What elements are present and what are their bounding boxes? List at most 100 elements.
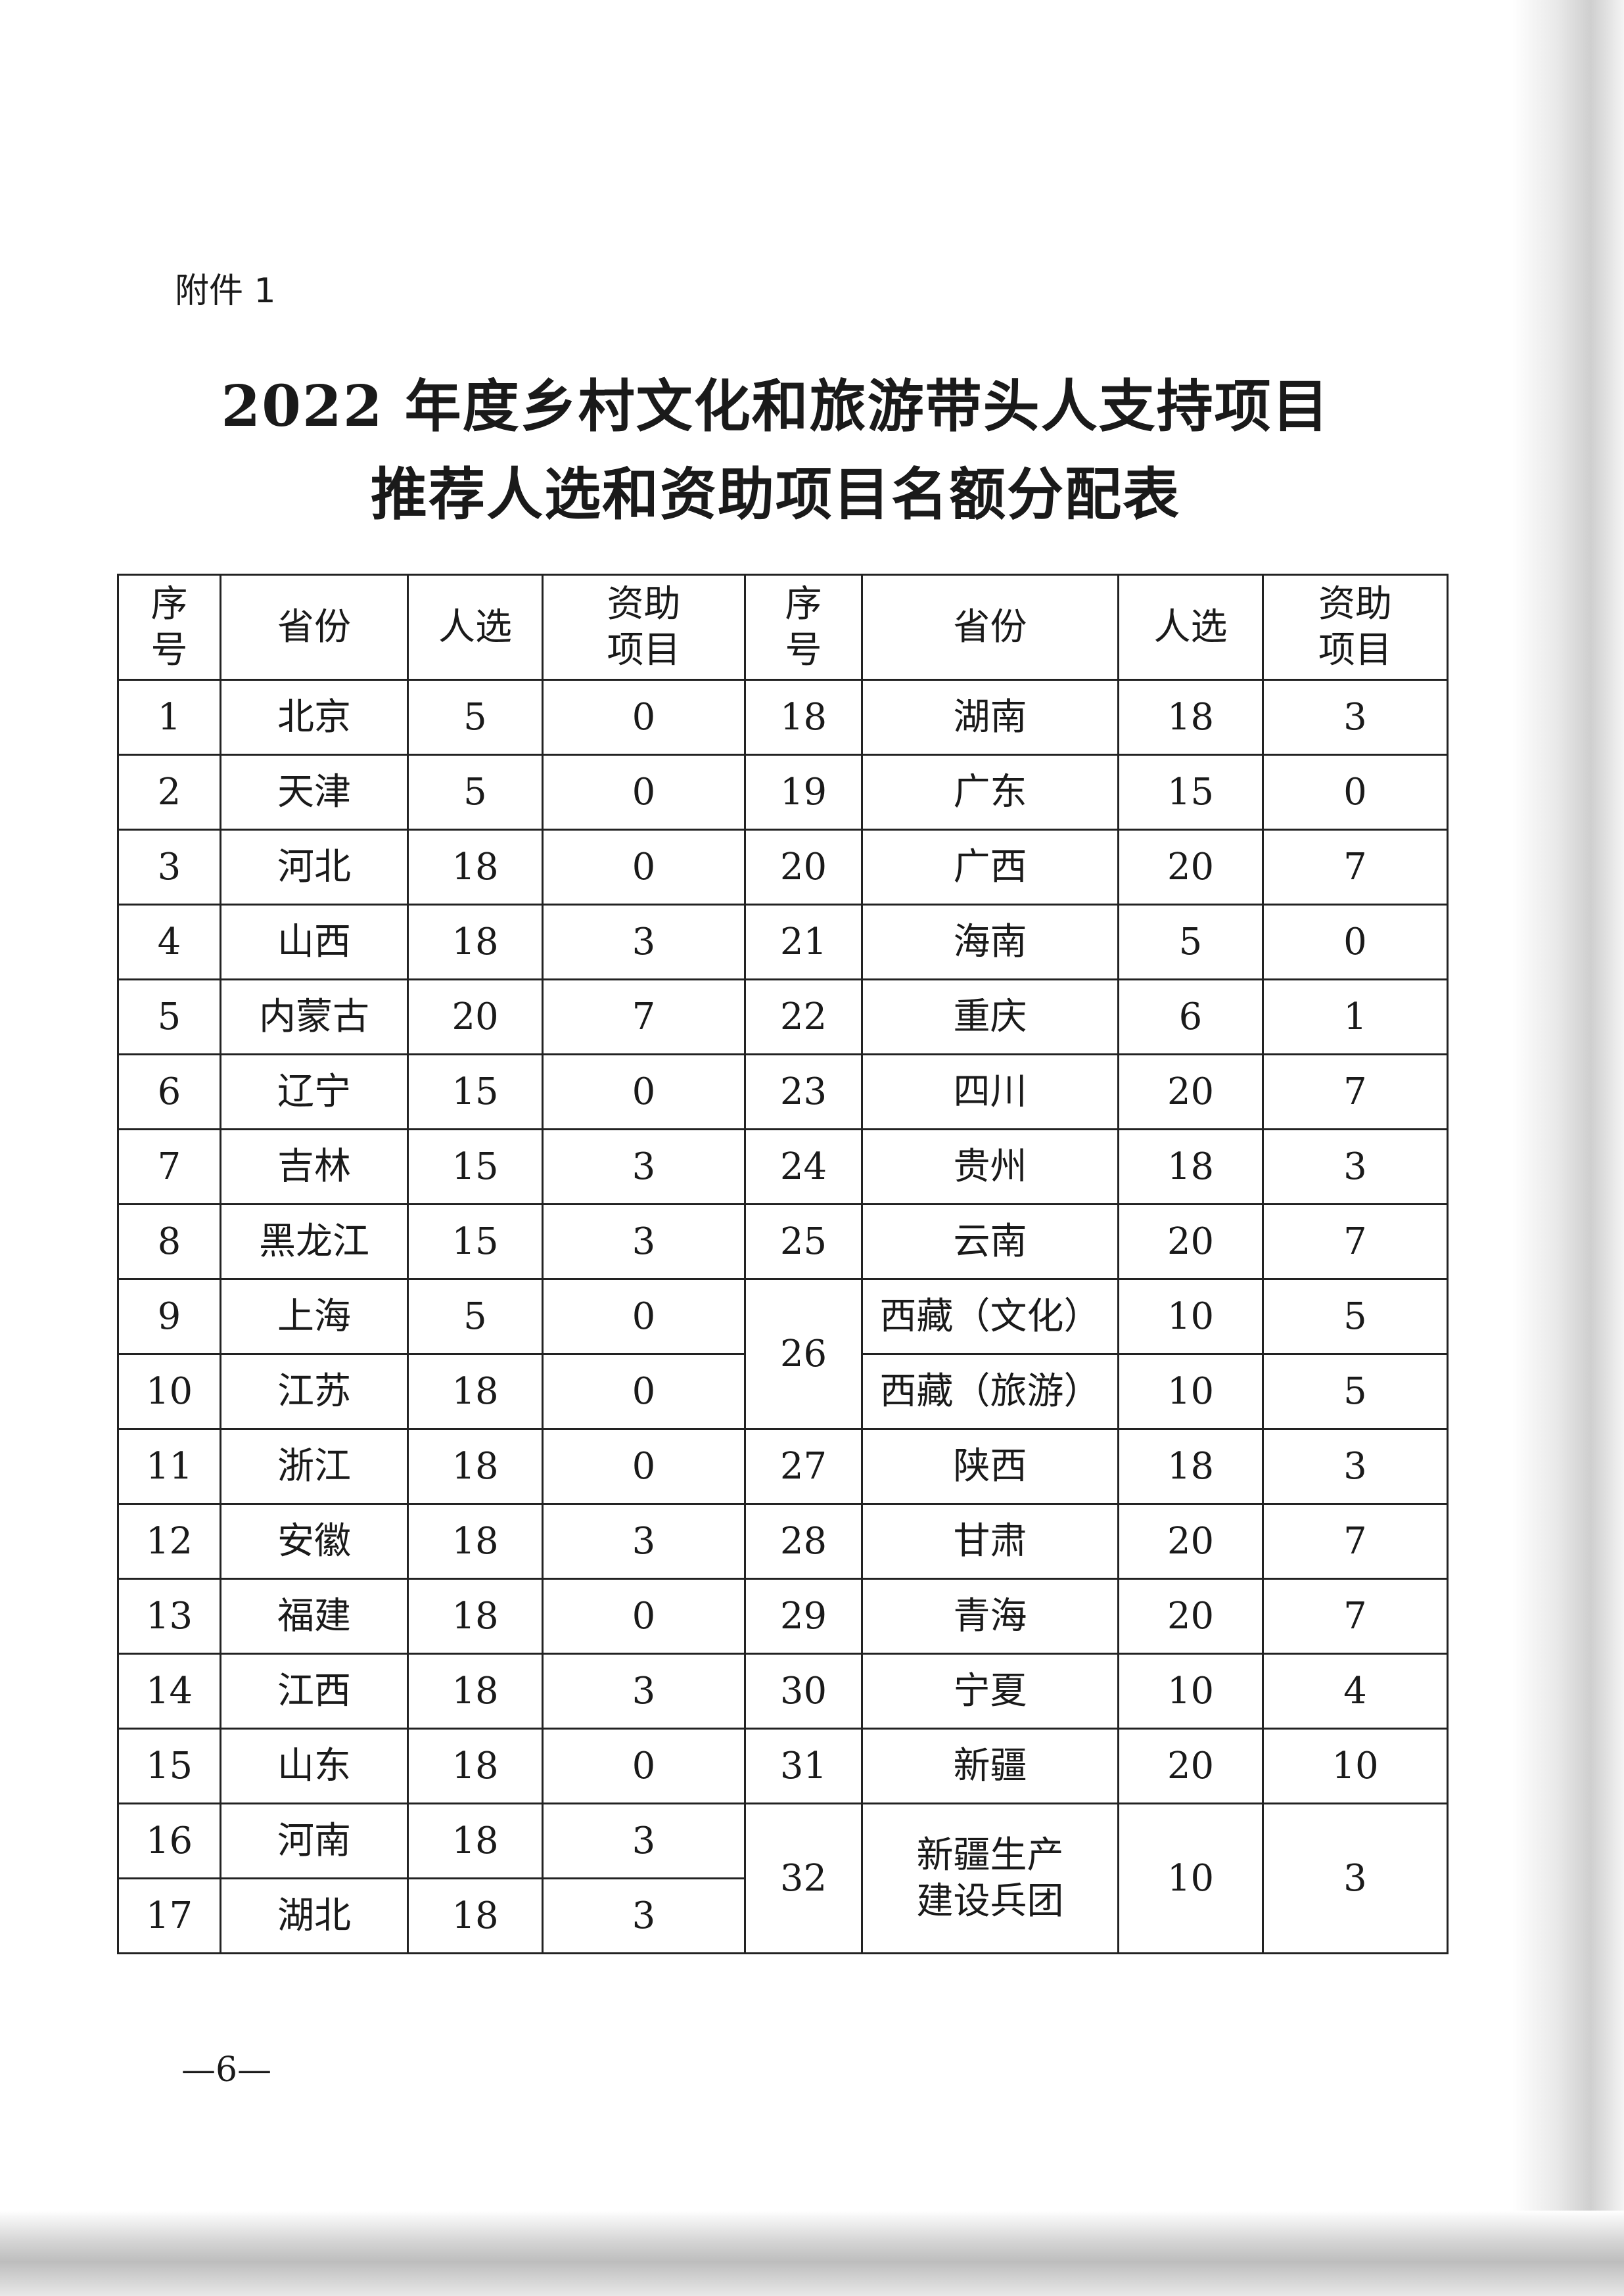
province-cell: 河北 xyxy=(220,829,409,906)
province-cell: 福建 xyxy=(220,1578,409,1655)
province-cell: 河南 xyxy=(220,1802,409,1879)
candidates-cell: 18 xyxy=(407,904,544,980)
candidates-cell: 20 xyxy=(1117,1728,1264,1804)
funded-cell: 0 xyxy=(542,1578,746,1655)
candidates-cell: 10 xyxy=(1117,1278,1264,1355)
candidates-cell: 10 xyxy=(1117,1802,1264,1954)
candidates-cell: 18 xyxy=(1117,1128,1264,1205)
seq-cell: 11 xyxy=(117,1428,221,1505)
scan-edge-bottom xyxy=(0,2211,1624,2296)
funded-cell: 0 xyxy=(542,1353,746,1430)
province-cell: 青海 xyxy=(861,1578,1119,1655)
candidates-cell: 20 xyxy=(1117,1053,1264,1130)
candidates-cell: 18 xyxy=(1117,679,1264,756)
header-candidates: 人选 xyxy=(1117,574,1264,681)
table-row: 17 湖北 18 3 xyxy=(117,1877,1448,1954)
seq-cell: 12 xyxy=(117,1503,221,1580)
funded-cell: 0 xyxy=(542,754,746,831)
province-cell: 江西 xyxy=(220,1653,409,1730)
title-line-2: 推荐人选和资助项目名额分配表 xyxy=(371,461,1180,528)
funded-cell: 5 xyxy=(1262,1353,1449,1430)
header-funded: 资助项目 xyxy=(1262,574,1449,681)
province-cell: 江苏 xyxy=(220,1353,409,1430)
header-row: 序号 省份 人选 资助项目 序号 省份 人选 资助项目 xyxy=(117,574,1449,681)
seq-cell: 23 xyxy=(744,1053,863,1130)
funded-cell: 3 xyxy=(542,1203,746,1280)
province-cell: 黑龙江 xyxy=(220,1203,409,1280)
candidates-cell: 18 xyxy=(407,1877,544,1954)
funded-cell: 3 xyxy=(1262,1128,1449,1205)
funded-cell: 10 xyxy=(1262,1728,1449,1804)
province-cell: 安徽 xyxy=(220,1503,409,1580)
seq-cell: 10 xyxy=(117,1353,221,1430)
funded-cell: 0 xyxy=(1262,754,1449,831)
seq-cell: 31 xyxy=(744,1728,863,1804)
attachment-label: 附件 1 xyxy=(175,271,276,311)
seq-cell: 20 xyxy=(744,829,863,906)
table-row: 13 福建 18 0 29 青海 20 7 xyxy=(117,1578,1449,1655)
candidates-cell: 18 xyxy=(1117,1428,1264,1505)
table-row: 11 浙江 18 0 27 陕西 18 3 xyxy=(117,1428,1449,1505)
province-cell: 西藏（旅游） xyxy=(861,1353,1119,1430)
candidates-cell: 18 xyxy=(407,1802,544,1879)
candidates-cell: 15 xyxy=(407,1053,544,1130)
province-cell: 云南 xyxy=(861,1203,1119,1280)
seq-cell: 14 xyxy=(117,1653,221,1730)
province-cell: 湖北 xyxy=(220,1877,409,1954)
funded-cell: 3 xyxy=(542,1653,746,1730)
province-cell: 陕西 xyxy=(861,1428,1119,1505)
seq-cell: 4 xyxy=(117,904,221,980)
candidates-cell: 5 xyxy=(407,679,544,756)
funded-cell: 0 xyxy=(1262,904,1449,980)
table-row: 6 辽宁 15 0 23 四川 20 7 xyxy=(117,1053,1449,1130)
province-cell: 四川 xyxy=(861,1053,1119,1130)
candidates-cell: 5 xyxy=(1117,904,1264,980)
funded-cell: 0 xyxy=(542,1428,746,1505)
province-cell: 新疆 xyxy=(861,1728,1119,1804)
province-cell: 山东 xyxy=(220,1728,409,1804)
scan-edge-right xyxy=(1512,0,1624,2296)
candidates-cell: 20 xyxy=(1117,1203,1264,1280)
table-row: 15 山东 18 0 31 新疆 20 10 xyxy=(117,1728,1449,1804)
province-cell: 浙江 xyxy=(220,1428,409,1505)
seq-cell: 27 xyxy=(744,1428,863,1505)
seq-cell: 28 xyxy=(744,1503,863,1580)
table-row: 1 北京 5 0 18 湖南 18 3 xyxy=(117,679,1449,756)
province-cell: 湖南 xyxy=(861,679,1119,756)
funded-cell: 0 xyxy=(542,679,746,756)
header-province: 省份 xyxy=(861,574,1119,681)
province-cell: 内蒙古 xyxy=(220,978,409,1055)
seq-cell: 15 xyxy=(117,1728,221,1804)
seq-cell: 8 xyxy=(117,1203,221,1280)
table-row: 16 河南 18 3 32 新疆生产建设兵团 10 3 xyxy=(117,1802,1449,1954)
province-cell: 重庆 xyxy=(861,978,1119,1055)
funded-cell: 3 xyxy=(542,904,746,980)
table-row: 14 江西 18 3 30 宁夏 10 4 xyxy=(117,1653,1449,1730)
seq-cell: 29 xyxy=(744,1578,863,1655)
candidates-cell: 18 xyxy=(407,829,544,906)
funded-cell: 1 xyxy=(1262,978,1449,1055)
funded-cell: 7 xyxy=(542,978,746,1055)
header-seq: 序号 xyxy=(744,574,863,681)
province-cell: 新疆生产建设兵团 xyxy=(861,1802,1119,1954)
candidates-cell: 15 xyxy=(407,1203,544,1280)
funded-cell: 0 xyxy=(542,829,746,906)
funded-cell: 0 xyxy=(542,1053,746,1130)
header-seq: 序号 xyxy=(117,574,221,681)
table-row: 8 黑龙江 15 3 25 云南 20 7 xyxy=(117,1203,1449,1280)
province-cell: 贵州 xyxy=(861,1128,1119,1205)
seq-cell: 3 xyxy=(117,829,221,906)
candidates-cell: 15 xyxy=(407,1128,544,1205)
seq-cell: 17 xyxy=(117,1877,221,1954)
funded-cell: 3 xyxy=(1262,1428,1449,1505)
seq-cell: 2 xyxy=(117,754,221,831)
funded-cell: 7 xyxy=(1262,1503,1449,1580)
seq-cell: 21 xyxy=(744,904,863,980)
seq-cell: 16 xyxy=(117,1802,221,1879)
seq-cell: 24 xyxy=(744,1128,863,1205)
funded-cell: 4 xyxy=(1262,1653,1449,1730)
candidates-cell: 10 xyxy=(1117,1653,1264,1730)
seq-cell: 1 xyxy=(117,679,221,756)
province-cell: 北京 xyxy=(220,679,409,756)
funded-cell: 7 xyxy=(1262,1053,1449,1130)
